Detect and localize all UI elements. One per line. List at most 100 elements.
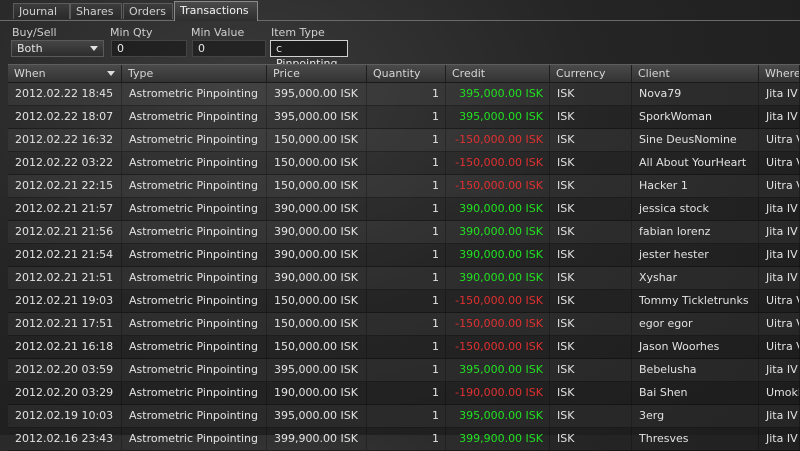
column-header-price[interactable]: Price xyxy=(267,65,367,82)
cell-currency: ISK xyxy=(550,428,632,450)
cell-credit: 390,000.00 ISK xyxy=(446,221,550,243)
cell-when: 2012.02.22 18:45 xyxy=(8,83,122,105)
table-row[interactable]: 2012.02.20 03:29 Astrometric Pinpointing 1… xyxy=(8,382,800,405)
cell-currency: ISK xyxy=(550,83,632,105)
cell-when: 2012.02.21 19:03 xyxy=(8,290,122,312)
column-header-where[interactable]: Where xyxy=(759,65,800,82)
table-row[interactable]: 2012.02.22 16:32 Astrometric Pinpointing 1… xyxy=(8,129,800,152)
cell-price: 190,000.00 ISK xyxy=(267,382,367,404)
cell-credit: -190,000.00 ISK xyxy=(446,382,550,404)
cell-client: Xyshar xyxy=(632,267,759,289)
minvalue-input[interactable]: 0 xyxy=(192,40,266,57)
buysell-dropdown[interactable]: Both xyxy=(11,40,104,57)
itemtype-input[interactable]: c Pinpointing xyxy=(270,40,348,70)
cell-credit: -150,000.00 ISK xyxy=(446,290,550,312)
cell-credit: -150,000.00 ISK xyxy=(446,129,550,151)
table-row[interactable]: 2012.02.22 18:07 Astrometric Pinpointing 3… xyxy=(8,106,800,129)
cell-currency: ISK xyxy=(550,405,632,427)
cell-where: Jita IV xyxy=(759,359,800,381)
table-row[interactable]: 2012.02.21 21:57 Astrometric Pinpointing 3… xyxy=(8,198,800,221)
tab-orders[interactable]: Orders xyxy=(123,3,173,19)
cell-qty: 1 xyxy=(367,336,446,358)
cell-where: Uitra V xyxy=(759,336,800,358)
column-header-credit[interactable]: Credit xyxy=(446,65,550,82)
table-row[interactable]: 2012.02.21 21:54 Astrometric Pinpointing 3… xyxy=(8,244,800,267)
sort-down-icon[interactable] xyxy=(107,71,115,76)
tab-transactions[interactable]: Transactions xyxy=(174,1,258,21)
cell-credit: -150,000.00 ISK xyxy=(446,175,550,197)
cell-type: Astrometric Pinpointing xyxy=(122,244,267,266)
cell-type: Astrometric Pinpointing xyxy=(122,175,267,197)
cell-type: Astrometric Pinpointing xyxy=(122,336,267,358)
cell-credit: -150,000.00 ISK xyxy=(446,152,550,174)
cell-credit: 395,000.00 ISK xyxy=(446,359,550,381)
cell-client: Sine DeusNomine xyxy=(632,129,759,151)
column-header-client[interactable]: Client xyxy=(632,65,759,82)
column-header-currency[interactable]: Currency xyxy=(550,65,632,82)
table-row[interactable]: 2012.02.21 17:51 Astrometric Pinpointing 1… xyxy=(8,313,800,336)
cell-when: 2012.02.22 18:07 xyxy=(8,106,122,128)
cell-currency: ISK xyxy=(550,382,632,404)
table-row[interactable]: 2012.02.21 21:56 Astrometric Pinpointing 3… xyxy=(8,221,800,244)
cell-when: 2012.02.21 21:54 xyxy=(8,244,122,266)
cell-client: Bebelusha xyxy=(632,359,759,381)
cell-client: Thresves xyxy=(632,428,759,450)
cell-when: 2012.02.21 21:51 xyxy=(8,267,122,289)
table-row[interactable]: 2012.02.21 21:51 Astrometric Pinpointing 3… xyxy=(8,267,800,290)
cell-currency: ISK xyxy=(550,221,632,243)
cell-where: Jita IV xyxy=(759,198,800,220)
cell-type: Astrometric Pinpointing xyxy=(122,382,267,404)
table-row[interactable]: 2012.02.21 19:03 Astrometric Pinpointing 1… xyxy=(8,290,800,313)
minvalue-label: Min Value xyxy=(191,26,245,39)
tab-journal[interactable]: Journal xyxy=(13,3,70,19)
cell-currency: ISK xyxy=(550,129,632,151)
minqty-input[interactable]: 0 xyxy=(111,40,187,57)
table-row[interactable]: 2012.02.19 10:03 Astrometric Pinpointing 3… xyxy=(8,405,800,428)
cell-qty: 1 xyxy=(367,152,446,174)
cell-client: Bai Shen xyxy=(632,382,759,404)
cell-credit: 390,000.00 ISK xyxy=(446,267,550,289)
cell-type: Astrometric Pinpointing xyxy=(122,267,267,289)
cell-client: 3erg xyxy=(632,405,759,427)
cell-client: Nova79 xyxy=(632,83,759,105)
cell-price: 395,000.00 ISK xyxy=(267,83,367,105)
table-row[interactable]: 2012.02.22 03:22 Astrometric Pinpointing 1… xyxy=(8,152,800,175)
cell-qty: 1 xyxy=(367,428,446,450)
table-row[interactable]: 2012.02.21 16:18 Astrometric Pinpointing 1… xyxy=(8,336,800,359)
cell-credit: -150,000.00 ISK xyxy=(446,336,550,358)
table-body: 2012.02.22 18:45 Astrometric Pinpointing 3… xyxy=(8,83,800,451)
cell-where: Jita IV xyxy=(759,405,800,427)
cell-where: Jita IV xyxy=(759,428,800,450)
tab-shares[interactable]: Shares xyxy=(70,3,122,19)
cell-currency: ISK xyxy=(550,336,632,358)
cell-price: 395,000.00 ISK xyxy=(267,106,367,128)
cell-qty: 1 xyxy=(367,382,446,404)
cell-client: egor egor xyxy=(632,313,759,335)
table-row[interactable]: 2012.02.21 22:15 Astrometric Pinpointing 1… xyxy=(8,175,800,198)
cell-qty: 1 xyxy=(367,129,446,151)
cell-currency: ISK xyxy=(550,244,632,266)
cell-client: All About YourHeart xyxy=(632,152,759,174)
column-header-type[interactable]: Type xyxy=(122,65,267,82)
column-header-when[interactable]: When xyxy=(8,65,122,82)
cell-currency: ISK xyxy=(550,175,632,197)
table-row[interactable]: 2012.02.20 03:59 Astrometric Pinpointing 3… xyxy=(8,359,800,382)
cell-type: Astrometric Pinpointing xyxy=(122,198,267,220)
cell-type: Astrometric Pinpointing xyxy=(122,313,267,335)
cell-credit: 390,000.00 ISK xyxy=(446,244,550,266)
column-header-qty[interactable]: Quantity xyxy=(367,65,446,82)
cell-qty: 1 xyxy=(367,267,446,289)
table-header: When Type Price Quantity Credit Currency Clien… xyxy=(8,64,800,83)
cell-where: Uitra V xyxy=(759,129,800,151)
cell-credit: 399,900.00 ISK xyxy=(446,428,550,450)
cell-type: Astrometric Pinpointing xyxy=(122,221,267,243)
cell-qty: 1 xyxy=(367,198,446,220)
cell-price: 150,000.00 ISK xyxy=(267,175,367,197)
cell-currency: ISK xyxy=(550,106,632,128)
cell-qty: 1 xyxy=(367,405,446,427)
table-row[interactable]: 2012.02.22 18:45 Astrometric Pinpointing 3… xyxy=(8,83,800,106)
cell-when: 2012.02.20 03:59 xyxy=(8,359,122,381)
cell-currency: ISK xyxy=(550,359,632,381)
table-row[interactable]: 2012.02.16 23:43 Astrometric Pinpointing 3… xyxy=(8,428,800,451)
cell-type: Astrometric Pinpointing xyxy=(122,290,267,312)
